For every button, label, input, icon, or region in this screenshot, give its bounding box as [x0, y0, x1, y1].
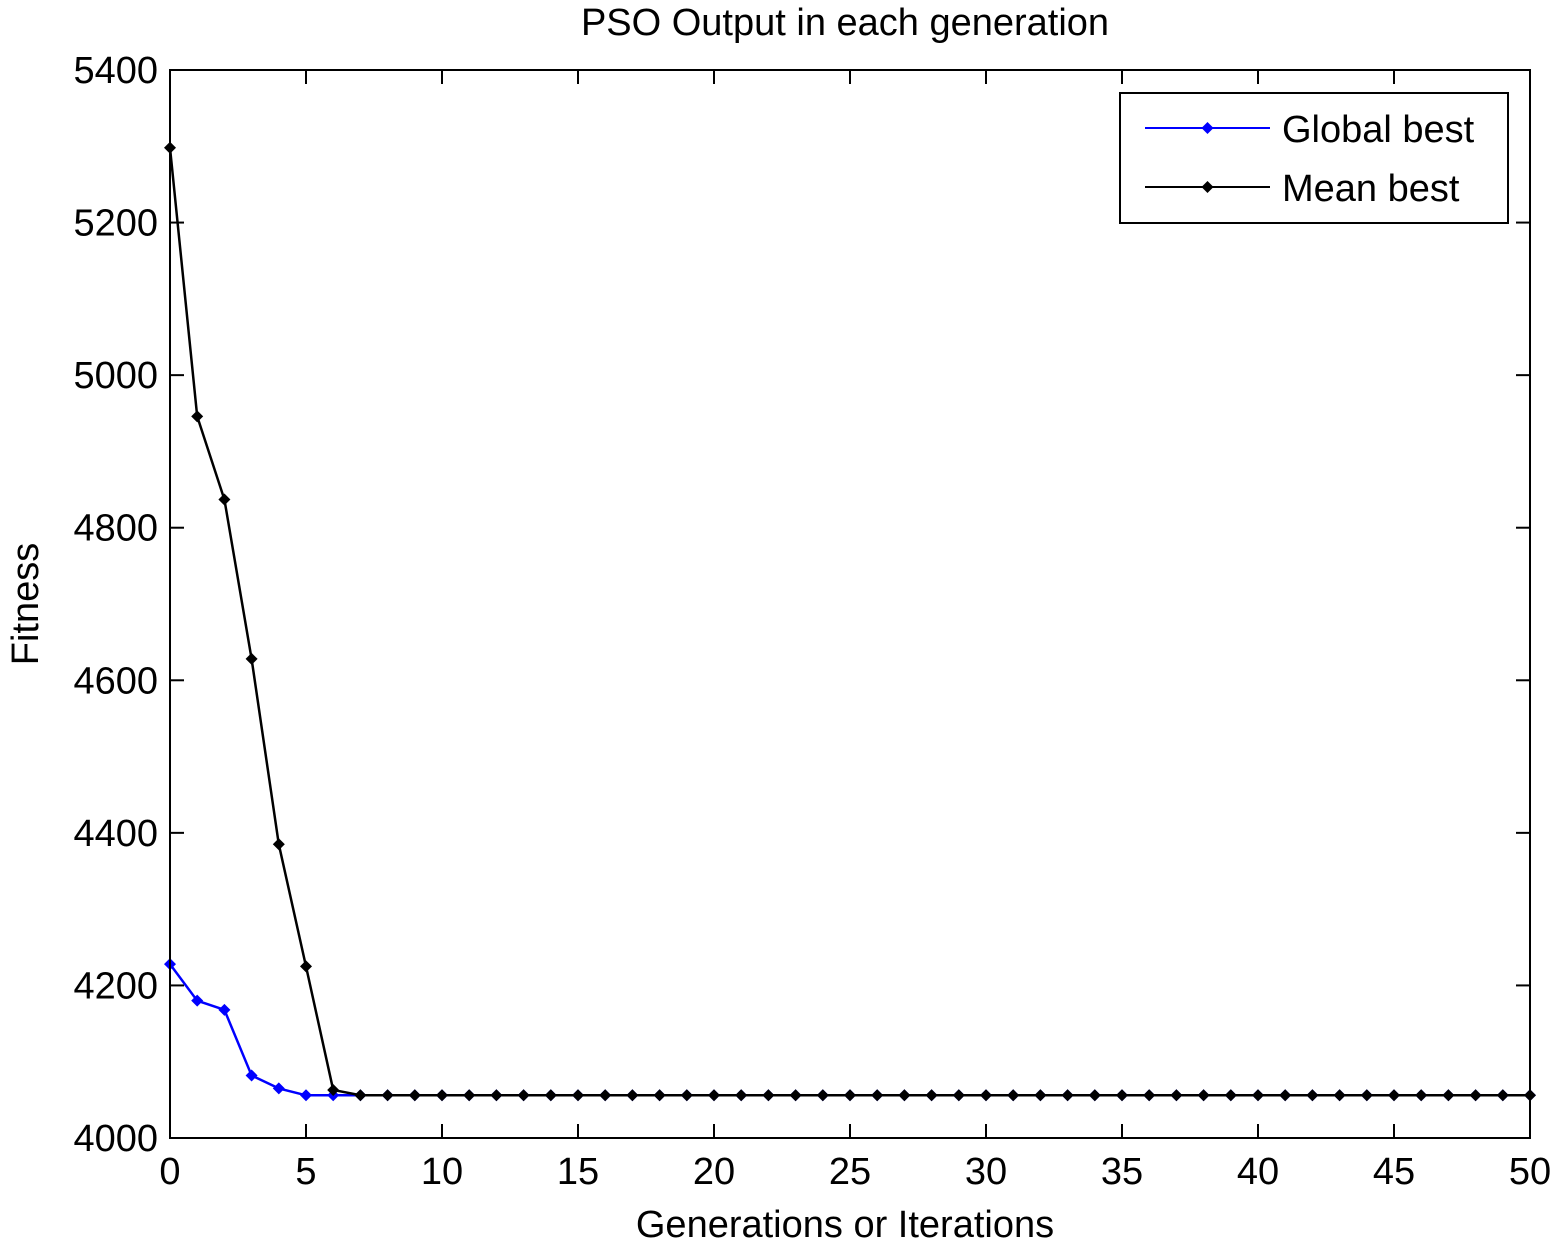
chart-title: PSO Output in each generation [581, 2, 1109, 44]
data-point-mean-best [925, 1089, 938, 1102]
data-point-mean-best [816, 1089, 829, 1102]
data-point-mean-best [789, 1089, 802, 1102]
x-tick-label: 20 [693, 1151, 735, 1193]
x-tick-label: 25 [829, 1151, 871, 1193]
data-point-mean-best [599, 1089, 612, 1102]
y-axis-label: Fitness [5, 543, 47, 665]
x-tick-label: 40 [1237, 1151, 1279, 1193]
data-point-mean-best [1388, 1089, 1400, 1102]
legend-marker-global-best [1201, 122, 1214, 134]
data-point-mean-best [408, 1089, 421, 1102]
data-point-mean-best [354, 1089, 367, 1102]
y-tick-label: 4800 [73, 508, 158, 550]
data-point-mean-best [735, 1089, 748, 1102]
data-point-global-best [245, 1069, 258, 1082]
legend: Global best Mean best [1119, 92, 1509, 224]
data-point-mean-best [1197, 1089, 1210, 1102]
data-point-mean-best [572, 1089, 584, 1102]
data-point-mean-best [708, 1089, 720, 1102]
data-point-mean-best [1252, 1089, 1264, 1102]
data-point-mean-best [952, 1089, 965, 1102]
data-point-mean-best [300, 960, 312, 973]
data-point-mean-best [218, 493, 231, 506]
data-point-mean-best [1469, 1089, 1482, 1102]
data-point-global-best [300, 1089, 312, 1102]
data-point-mean-best [844, 1089, 856, 1102]
y-tick-label: 5000 [73, 355, 158, 397]
x-axis-label: Generations or Iterations [636, 1204, 1054, 1246]
data-point-mean-best [191, 410, 204, 423]
legend-label-mean-best: Mean best [1282, 168, 1460, 210]
data-point-mean-best [544, 1089, 557, 1102]
y-tick-label: 5200 [73, 203, 158, 245]
data-point-mean-best [1224, 1089, 1237, 1102]
data-point-mean-best [436, 1089, 448, 1102]
data-point-mean-best [1279, 1089, 1292, 1102]
data-point-global-best [272, 1082, 285, 1095]
data-point-mean-best [1333, 1089, 1346, 1102]
x-tick-label: 45 [1373, 1151, 1415, 1193]
data-point-mean-best [1170, 1089, 1183, 1102]
data-point-mean-best [653, 1089, 666, 1102]
data-point-mean-best [1088, 1089, 1101, 1102]
data-point-mean-best [898, 1089, 911, 1102]
data-point-mean-best [1061, 1089, 1074, 1102]
data-point-mean-best [517, 1089, 530, 1102]
y-tick-label: 4600 [73, 660, 158, 702]
plot-frame [169, 69, 1531, 1139]
data-point-mean-best [327, 1083, 340, 1096]
y-tick-label: 4400 [73, 813, 158, 855]
data-point-mean-best [1496, 1089, 1509, 1102]
data-point-global-best [218, 1003, 231, 1016]
x-tick-label: 30 [965, 1151, 1007, 1193]
x-tick-label: 50 [1509, 1151, 1551, 1193]
data-point-mean-best [1034, 1089, 1047, 1102]
data-point-global-best [191, 994, 204, 1007]
data-point-mean-best [1306, 1089, 1319, 1102]
data-point-mean-best [871, 1089, 884, 1102]
data-point-mean-best [490, 1089, 503, 1102]
data-point-mean-best [463, 1089, 476, 1102]
data-point-mean-best [272, 838, 285, 851]
data-point-mean-best [626, 1089, 639, 1102]
data-point-mean-best [762, 1089, 775, 1102]
data-point-mean-best [1116, 1089, 1128, 1102]
x-tick-label: 10 [421, 1151, 463, 1193]
y-tick-label: 4000 [73, 1118, 158, 1160]
data-point-mean-best [980, 1089, 992, 1102]
legend-box [1119, 92, 1509, 224]
plot-area [170, 70, 1530, 1138]
legend-marker-mean-best [1201, 181, 1214, 193]
x-tick-label: 35 [1101, 1151, 1143, 1193]
data-point-mean-best [1143, 1089, 1156, 1102]
x-tick-label: 15 [557, 1151, 599, 1193]
data-point-mean-best [680, 1089, 693, 1102]
x-tick-label: 0 [159, 1151, 180, 1193]
data-point-mean-best [245, 652, 258, 665]
axis-tick-labels: 0 5 10 15 20 25 30 35 40 45 50 4000 4200 4400 4600 4800… [73, 50, 1551, 1193]
series-layer [164, 141, 1536, 1102]
data-point-mean-best [1007, 1089, 1020, 1102]
y-tick-label: 5400 [73, 50, 158, 92]
legend-label-global-best: Global best [1282, 109, 1475, 151]
data-point-mean-best [1415, 1089, 1428, 1102]
y-tick-label: 4200 [73, 965, 158, 1007]
data-point-mean-best [1360, 1089, 1373, 1102]
x-tick-label: 5 [295, 1151, 316, 1193]
data-point-mean-best [1442, 1089, 1455, 1102]
data-point-mean-best [381, 1089, 394, 1102]
